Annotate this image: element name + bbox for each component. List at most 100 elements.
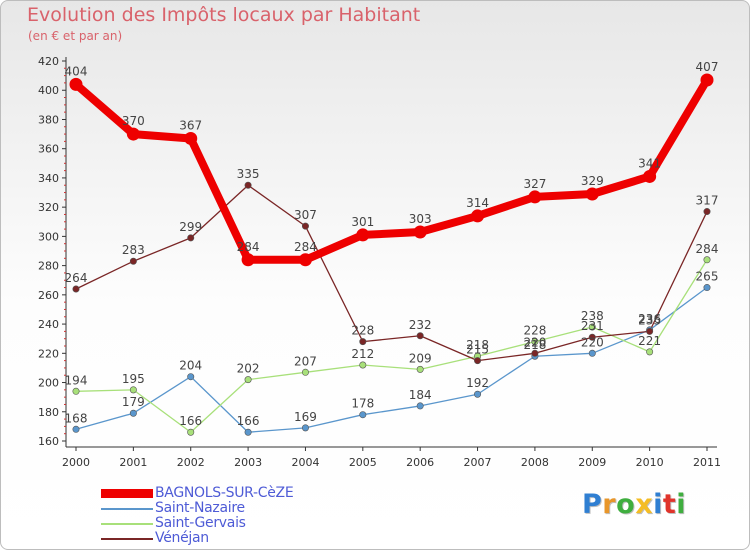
data-label: 284: [696, 242, 719, 256]
logo-letter: P: [582, 489, 603, 520]
data-label: 284: [237, 240, 260, 254]
data-point: [588, 333, 596, 341]
data-point: [356, 228, 370, 242]
data-label: 317: [696, 194, 719, 208]
logo-letter: i: [653, 489, 663, 520]
data-point: [72, 425, 80, 433]
data-label: 307: [294, 208, 317, 222]
data-label: 212: [351, 347, 374, 361]
y-tick-label: 180: [38, 406, 59, 419]
data-label: 192: [466, 376, 489, 390]
data-point: [588, 323, 596, 331]
data-point: [72, 285, 80, 293]
legend-swatch: [101, 523, 153, 525]
data-label: 202: [237, 362, 260, 376]
x-tick-label: 2004: [291, 456, 319, 469]
data-label: 236: [638, 312, 661, 326]
data-point: [187, 428, 195, 436]
x-tick-label: 2005: [349, 456, 377, 469]
data-point: [703, 284, 711, 292]
y-tick-label: 200: [38, 377, 59, 390]
data-label: 367: [179, 118, 202, 132]
legend-label: Saint-Nazaire: [155, 500, 245, 516]
data-point: [359, 411, 367, 419]
legend-swatch: [101, 508, 153, 510]
data-point: [129, 257, 137, 265]
data-label: 284: [294, 240, 317, 254]
data-label: 166: [237, 414, 260, 428]
data-point: [72, 387, 80, 395]
data-point: [646, 327, 654, 335]
data-label: 329: [581, 174, 604, 188]
data-point: [416, 402, 424, 410]
data-label: 303: [409, 212, 432, 226]
y-tick-label: 240: [38, 318, 59, 331]
data-point: [244, 428, 252, 436]
x-tick-label: 2002: [177, 456, 205, 469]
data-label: 265: [696, 270, 719, 284]
data-label: 404: [65, 64, 88, 78]
data-point: [301, 222, 309, 230]
data-point: [241, 253, 255, 267]
data-label: 220: [523, 335, 546, 349]
data-point: [528, 190, 542, 204]
x-tick-label: 2006: [406, 456, 434, 469]
legend-item: Saint-Nazaire: [101, 500, 361, 516]
data-point: [184, 131, 198, 145]
data-label: 264: [65, 271, 88, 285]
x-tick-label: 2009: [578, 456, 606, 469]
data-point: [703, 256, 711, 264]
chart-series-points: [69, 73, 714, 436]
legend-item: Saint-Gervais: [101, 515, 361, 531]
legend-item: BAGNOLS-SUR-CèZE: [101, 485, 361, 501]
data-label: 221: [638, 334, 661, 348]
data-label: 169: [294, 410, 317, 424]
data-point: [646, 348, 654, 356]
data-point: [69, 77, 83, 91]
data-label: 168: [65, 411, 88, 425]
data-point: [700, 73, 714, 87]
data-label: 179: [122, 395, 145, 409]
data-point: [471, 209, 485, 223]
y-tick-label: 320: [38, 201, 59, 214]
series-line: [75, 259, 708, 433]
data-label: 220: [581, 335, 604, 349]
data-label: 207: [294, 354, 317, 368]
data-label: 327: [523, 177, 546, 191]
logo-letter: t: [662, 489, 677, 520]
chart-axes: 160 180 200 220 240 260 280 300 320 340 360 380 400 4…: [38, 55, 721, 469]
y-tick-label: 260: [38, 289, 59, 302]
legend-item: Vénéjan: [101, 530, 361, 546]
data-label: 231: [581, 319, 604, 333]
data-point: [244, 181, 252, 189]
data-point: [416, 332, 424, 340]
data-point: [474, 357, 482, 365]
x-tick-label: 2010: [636, 456, 664, 469]
data-label: 195: [122, 372, 145, 386]
data-label: 228: [351, 324, 374, 338]
data-label: 184: [409, 388, 432, 402]
data-label: 235: [638, 313, 661, 327]
data-point: [298, 253, 312, 267]
data-point: [187, 373, 195, 381]
data-label: 166: [179, 414, 202, 428]
data-label: 341: [638, 156, 661, 170]
data-label: 238: [581, 309, 604, 323]
logo-letter: i: [676, 489, 687, 520]
data-label: 178: [351, 397, 374, 411]
data-point: [416, 365, 424, 373]
data-point: [359, 338, 367, 346]
chart-subtitle: (en € et par an): [28, 29, 123, 43]
chart-series-lines: [72, 76, 711, 433]
data-point: [126, 127, 140, 141]
y-tick-label: 220: [38, 347, 59, 360]
chart-legend: BAGNOLS-SUR-CèZE Saint-Nazaire Saint-Gerva…: [101, 485, 361, 546]
y-tick-label: 400: [38, 84, 59, 97]
x-tick-label: 2008: [521, 456, 549, 469]
data-point: [301, 368, 309, 376]
y-tick-label: 300: [38, 230, 59, 243]
data-point: [359, 361, 367, 369]
y-tick-label: 360: [38, 143, 59, 156]
